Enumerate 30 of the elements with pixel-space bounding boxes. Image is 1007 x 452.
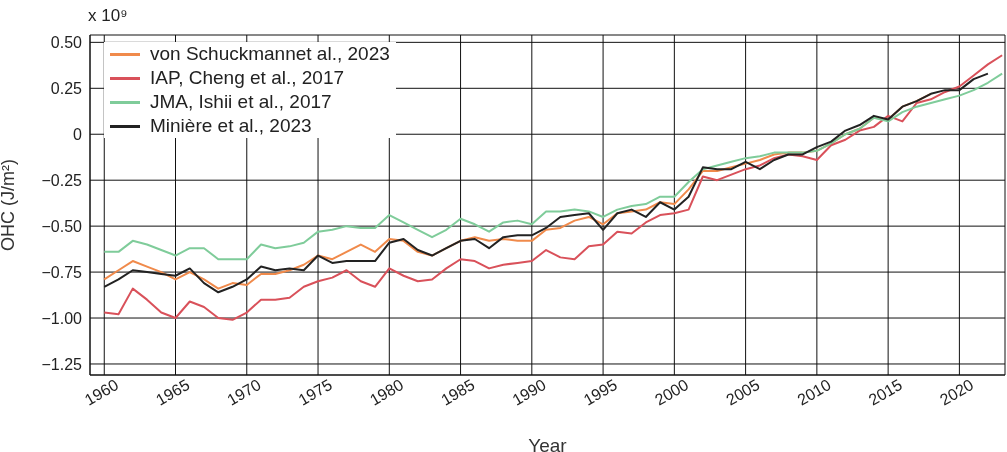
legend-label: IAP, Cheng et al., 2017 [150, 67, 345, 89]
x-tick-label: 1975 [295, 375, 336, 409]
text: x 10⁹ [88, 6, 128, 26]
x-tick-label: 2000 [651, 375, 692, 409]
x-tick-label: 1985 [438, 375, 478, 409]
y-tick-label: −1.00 [41, 309, 83, 327]
x-tick-label: 2010 [794, 375, 834, 409]
x-tick-label: 1960 [81, 375, 122, 409]
x-tick-label: 2005 [723, 375, 763, 409]
x-tick-label: 1995 [580, 375, 621, 409]
y-tick-label: −1.25 [41, 355, 83, 373]
x-tick-label: 1970 [224, 375, 264, 409]
y-axis-title: OHC (J/m²) [0, 159, 19, 251]
line-series [103, 72, 989, 294]
y-tick-label: 0.50 [50, 34, 83, 52]
y-tick-label: −0.25 [41, 171, 83, 189]
x-tick-label: 2015 [865, 375, 906, 409]
legend-label: JMA, Ishii et al., 2017 [150, 91, 332, 113]
y-tick-label: −0.75 [41, 263, 83, 281]
x-tick-label: 1980 [366, 375, 407, 409]
y-tick-label: 0 [73, 125, 83, 143]
y-tick-label: −0.50 [41, 217, 83, 235]
legend-label: von Schuckmannet al., 2023 [150, 43, 390, 65]
y-tick-label: 0.25 [50, 79, 83, 97]
x-tick-label: 1965 [153, 375, 193, 409]
x-tick-label: 1990 [509, 375, 549, 409]
x-tick-label: 2020 [936, 375, 977, 409]
line-series [103, 72, 1004, 261]
x-axis-title: Year [528, 435, 568, 452]
legend-label: Minière et al., 2023 [150, 115, 312, 137]
